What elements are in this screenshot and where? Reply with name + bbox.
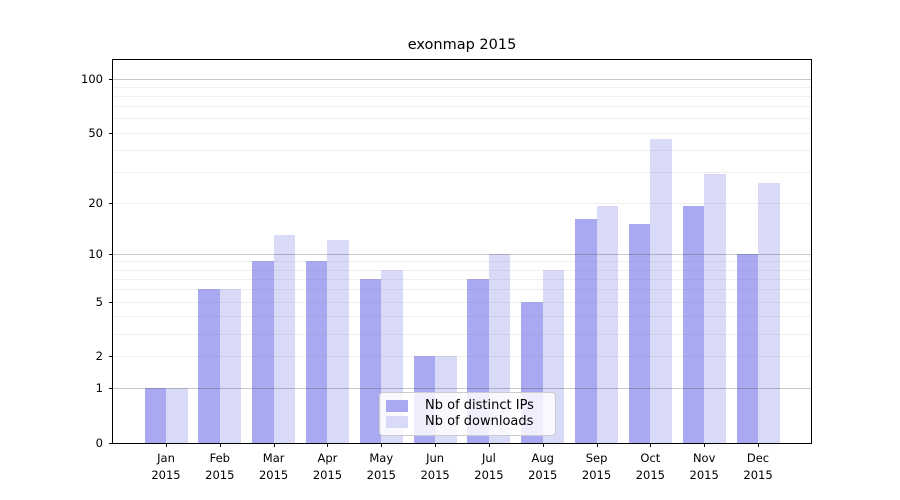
x-tick-month: May bbox=[369, 451, 394, 465]
x-tick-month: Jun bbox=[426, 451, 445, 465]
y-tick-mark bbox=[109, 253, 113, 255]
bar-nb-of-downloads-dec bbox=[758, 182, 780, 443]
bar-nb-of-distinct-ips-jan bbox=[144, 388, 166, 443]
bar-nb-of-downloads-nov bbox=[704, 174, 726, 443]
y-tick-mark bbox=[109, 356, 113, 358]
x-tick-month: Jan bbox=[157, 451, 175, 465]
y-tick-mark bbox=[109, 388, 113, 390]
x-tick-mark bbox=[435, 443, 437, 447]
bar-nb-of-downloads-apr bbox=[327, 240, 349, 443]
x-tick-label-nov: Nov 2015 bbox=[674, 450, 734, 483]
bars-layer bbox=[113, 60, 811, 443]
x-tick-month: Nov bbox=[692, 451, 716, 465]
bar-nb-of-distinct-ips-sep bbox=[575, 219, 597, 443]
x-tick-month: Sep bbox=[585, 451, 608, 465]
bar-nb-of-distinct-ips-may bbox=[359, 278, 382, 443]
x-tick-mark bbox=[327, 443, 329, 447]
y-tick-label-2: 2 bbox=[95, 349, 103, 364]
x-tick-mark bbox=[381, 443, 383, 447]
bar-nb-of-distinct-ips-mar bbox=[252, 261, 274, 443]
x-tick-label-aug: Aug 2015 bbox=[513, 450, 573, 483]
y-tick-label-5: 5 bbox=[95, 294, 103, 309]
x-tick-mark bbox=[542, 443, 544, 447]
bar-nb-of-downloads-jan bbox=[166, 388, 188, 443]
x-tick-label-may: May 2015 bbox=[351, 450, 411, 483]
y-tick-label-1: 1 bbox=[95, 381, 103, 396]
bar-nb-of-distinct-ips-oct bbox=[628, 224, 651, 443]
x-tick-label-mar: Mar 2015 bbox=[244, 450, 304, 483]
bar-nb-of-distinct-ips-feb bbox=[198, 289, 220, 443]
x-tick-year: 2015 bbox=[635, 467, 666, 482]
x-tick-month: Feb bbox=[209, 451, 230, 465]
x-tick-label-dec: Dec 2015 bbox=[728, 450, 788, 483]
y-tick-mark bbox=[109, 78, 113, 80]
x-tick-mark bbox=[758, 443, 760, 447]
bar-nb-of-downloads-sep bbox=[596, 206, 619, 443]
x-tick-label-jun: Jun 2015 bbox=[405, 450, 465, 483]
plot-area: Nb of distinct IPs Nb of downloads bbox=[112, 59, 812, 444]
bar-nb-of-distinct-ips-nov bbox=[682, 206, 705, 443]
y-tick-label-20: 20 bbox=[88, 195, 103, 210]
legend-entry-nb-of-downloads: Nb of downloads bbox=[386, 414, 546, 430]
bar-nb-of-distinct-ips-dec bbox=[736, 253, 759, 443]
y-tick-label-100: 100 bbox=[81, 71, 103, 86]
x-tick-label-feb: Feb 2015 bbox=[190, 450, 250, 483]
x-tick-label-sep: Sep 2015 bbox=[567, 450, 627, 483]
x-tick-month: Apr bbox=[317, 451, 338, 465]
x-tick-mark bbox=[596, 443, 598, 447]
y-tick-label-0: 0 bbox=[95, 436, 103, 450]
x-tick-year: 2015 bbox=[312, 467, 343, 482]
x-tick-mark bbox=[488, 443, 490, 447]
x-tick-mark bbox=[166, 443, 167, 447]
x-tick-mark bbox=[273, 443, 275, 447]
x-tick-month: Mar bbox=[262, 451, 285, 465]
y-tick-mark bbox=[109, 301, 113, 303]
x-tick-year: 2015 bbox=[258, 467, 289, 482]
chart-title: exonmap 2015 bbox=[407, 37, 517, 53]
bar-nb-of-distinct-ips-apr bbox=[305, 261, 328, 443]
x-tick-month: Oct bbox=[640, 451, 661, 465]
bar-nb-of-downloads-oct bbox=[650, 139, 672, 443]
x-tick-label-jan: Jan 2015 bbox=[136, 450, 196, 483]
x-tick-year: 2015 bbox=[366, 467, 396, 482]
legend-label-nb-of-distinct-ips: Nb of distinct IPs bbox=[425, 398, 534, 413]
x-tick-month: Dec bbox=[746, 451, 770, 465]
y-tick-mark bbox=[109, 132, 113, 134]
x-tick-year: 2015 bbox=[581, 467, 612, 482]
x-tick-label-jul: Jul 2015 bbox=[459, 450, 519, 483]
x-tick-label-oct: Oct 2015 bbox=[620, 450, 680, 483]
x-tick-mark bbox=[704, 443, 706, 447]
x-tick-year: 2015 bbox=[689, 467, 719, 482]
legend-swatch-nb-of-distinct-ips bbox=[386, 400, 408, 412]
x-tick-month: Aug bbox=[531, 451, 554, 465]
y-tick-label-50: 50 bbox=[88, 125, 103, 140]
x-tick-mark bbox=[650, 443, 652, 447]
y-tick-mark bbox=[109, 202, 113, 204]
x-tick-label-apr: Apr 2015 bbox=[297, 450, 357, 483]
x-tick-month: Jul bbox=[481, 451, 496, 465]
legend-label-nb-of-downloads: Nb of downloads bbox=[425, 414, 534, 429]
x-tick-year: 2015 bbox=[151, 467, 181, 482]
x-tick-year: 2015 bbox=[528, 467, 558, 482]
x-tick-year: 2015 bbox=[474, 467, 504, 482]
y-tick-mark bbox=[109, 443, 113, 444]
x-tick-year: 2015 bbox=[205, 467, 235, 482]
x-tick-year: 2015 bbox=[420, 467, 450, 482]
legend-entry-nb-of-distinct-ips: Nb of distinct IPs bbox=[386, 398, 546, 414]
bar-nb-of-downloads-feb bbox=[219, 289, 242, 443]
legend-swatch-nb-of-downloads bbox=[386, 416, 408, 428]
bar-nb-of-downloads-mar bbox=[273, 234, 296, 443]
y-tick-label-10: 10 bbox=[88, 246, 103, 261]
legend: Nb of distinct IPs Nb of downloads bbox=[379, 392, 556, 436]
x-tick-year: 2015 bbox=[743, 467, 773, 482]
x-tick-mark bbox=[219, 443, 221, 447]
